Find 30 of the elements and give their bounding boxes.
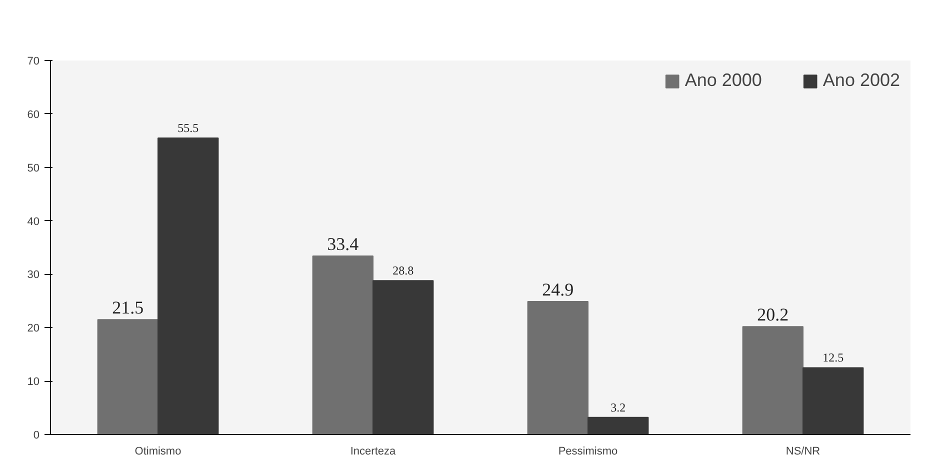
x-tick-label: Otimismo — [134, 446, 182, 458]
bar — [588, 416, 649, 434]
y-tick-label: 30 — [27, 269, 40, 282]
data-label: 20.2 — [757, 304, 789, 325]
bar — [312, 256, 374, 434]
x-tick-label: NS/NR — [786, 446, 820, 458]
bar — [97, 319, 158, 434]
bar — [158, 137, 219, 434]
y-tick-label: 0 — [33, 430, 40, 442]
data-label: 33.4 — [327, 234, 359, 254]
y-tick-label: 10 — [27, 376, 40, 388]
y-tick-label: 40 — [27, 216, 40, 228]
bar — [372, 280, 434, 434]
legend-label: Ano 2000 — [684, 70, 762, 91]
legend-label: Ano 2002 — [822, 70, 900, 91]
y-tick-label: 70 — [27, 56, 40, 68]
data-label: 24.9 — [542, 279, 574, 300]
y-tick-label: 50 — [27, 162, 40, 174]
x-tick-label: Pessimismo — [558, 446, 618, 458]
y-tick-label: 60 — [27, 108, 40, 121]
data-label: 21.5 — [112, 298, 144, 318]
y-tick-label: 20 — [27, 322, 40, 335]
bar — [527, 300, 588, 434]
data-label: 28.8 — [392, 264, 414, 278]
data-label: 3.2 — [610, 400, 626, 414]
x-tick-label: Incerteza — [350, 446, 397, 458]
bar — [742, 326, 804, 434]
data-label: 12.5 — [822, 350, 844, 365]
bar — [802, 367, 864, 434]
data-label: 55.5 — [178, 120, 199, 135]
